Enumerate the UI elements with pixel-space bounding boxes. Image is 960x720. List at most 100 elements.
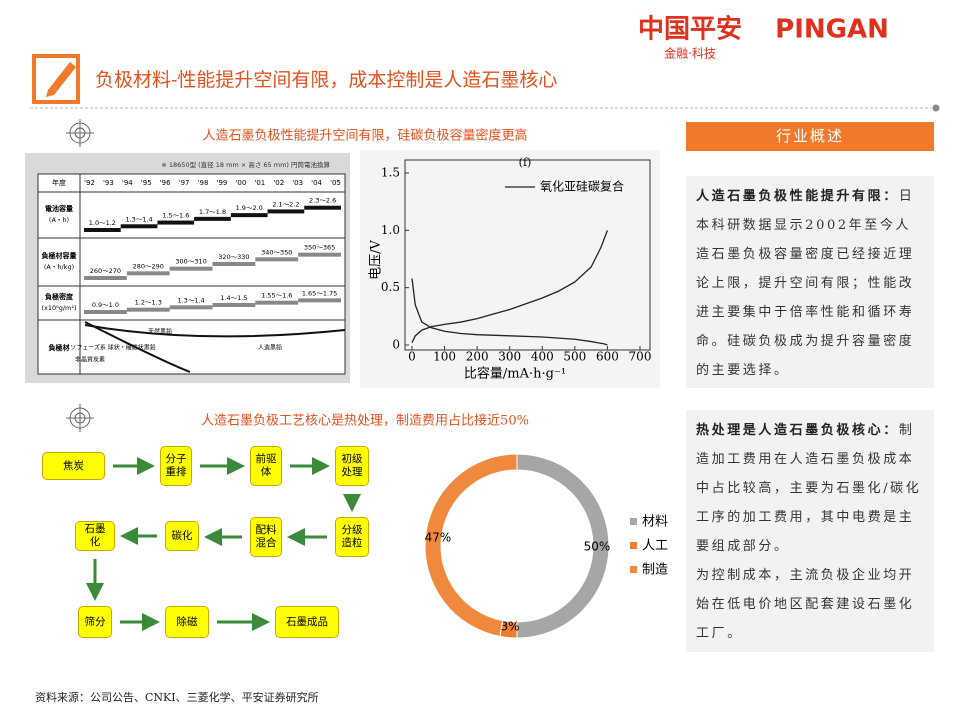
flow-node: 分子重排 [160,446,192,486]
target-icon [66,404,94,432]
flow-node: 除磁 [165,606,209,638]
table-cell: 1.55〜1.6 [261,292,292,300]
legend-label: 人工 [642,539,668,554]
step-bar [84,228,121,232]
table-cell: 320〜330 [218,253,249,261]
x-tick-label: 500 [563,350,586,364]
info-box: 热处理是人造石墨负极核心：制造加工费用在人造石墨负极成本中占比较高，主要为石墨化… [686,410,934,652]
logo-cn: 中国平安 [638,15,742,45]
step-bar [230,213,268,218]
table-cell: 負極密度 [45,292,74,301]
flow-node: 焦炭 [42,452,105,480]
x-tick-label: 600 [596,350,619,364]
flow-node: 分级造粒 [335,517,369,557]
y-tick-label: 1.5 [381,166,400,180]
legend-label: 制造 [642,563,668,578]
step-bar [194,216,231,221]
step-bar [126,271,170,276]
flow-node: 配料混合 [250,517,282,557]
table-cell: 年度 [52,178,66,187]
table-cell: 2.3〜2.6 [309,197,336,205]
body: 制造加工费用在人造石墨负极成本中占比较高，主要为石墨化/碳化工序的加工费用，其中… [696,423,922,554]
legend-swatch [630,542,637,549]
table-cell: 260〜270 [90,267,121,275]
step-bar [84,276,127,280]
table-cell: '98 [198,179,209,187]
step-bar [126,307,170,312]
table-cell: '99 [217,179,228,187]
table-cell: 1.3〜1.4 [125,215,152,223]
table-cell: '01 [254,179,265,187]
donut-slice [424,453,518,637]
step-bar [212,303,256,307]
x-tick-label: 100 [433,350,456,364]
step-bar [298,298,341,303]
pencil-icon [46,62,76,97]
data-label: 50% [584,540,611,554]
table-cell: 1.3〜1.4 [177,296,204,304]
table-cell: 負極材 [49,343,70,352]
legend-label: 氧化亚硅碳复合 [540,179,624,194]
flow-node: 筛分 [78,606,112,638]
table-cell: '92 [84,179,95,187]
step-bar [169,305,213,310]
x-tick-label: 0 [408,350,416,364]
divider-dot [932,104,940,112]
slide-title: 负极材料-性能提升空间有限，成本控制是人造石墨核心 [95,69,557,91]
section-title: 人造石墨负极工艺核心是热处理，制造费用占比接近50% [201,413,529,429]
info-box: 人造石墨负极性能提升有限：日本科研数据显示2002年至今人造石墨负极容量密度已经… [686,176,934,388]
table-cell: 負極材容量 [42,251,77,260]
body: 为控制成本，主流负极企业均开始在低电价地区配套建设石墨化工厂。 [696,568,915,641]
table-cell: 0.9〜1.0 [92,301,119,309]
section-title: 人造石墨负极性能提升空间有限，硅碳负极容量密度更高 [202,128,527,144]
legend-label: 材料 [642,515,668,530]
y-tick-label: 0.5 [381,280,400,294]
flow-node: 碳化 [165,521,199,551]
table-curve [84,324,346,338]
flow-node: 初级处理 [335,446,369,486]
line [411,230,609,343]
plot-frame [404,159,651,351]
table-cell: 天然黒鉛 [148,328,172,336]
step-bar [304,205,341,210]
table-cell: '00 [235,179,246,187]
lead: 热处理是人造石墨负极核心： [696,423,899,438]
body: 日本科研数据显示2002年至今人造石墨负极容量密度已经接近理论上限，提升空间有限… [696,189,915,378]
line [411,278,608,346]
table-cell: 350〜365 [304,244,335,252]
table-cell: 非晶質炭素 [75,356,105,364]
logo-en: PINGAN [775,15,889,45]
x-axis-label: 比容量/mA·h·g⁻¹ [464,366,566,382]
table-cell: 340〜350 [261,248,292,256]
step-bar [255,257,299,262]
table-cell: '97 [179,179,190,187]
x-tick-label: 400 [531,350,554,364]
step-bar [212,262,256,266]
x-tick-label: 700 [629,350,652,364]
y-axis-label: 电压/V [369,240,384,280]
data-label: 3% [500,620,519,634]
step-bar [169,266,213,271]
step-bar [255,300,299,305]
table-cell: '02 [273,179,284,187]
table-note: ※ 18650型 (直径 18 mm × 高さ 65 mm) 円筒電池換算 [161,160,330,169]
legend-swatch [630,566,637,573]
flow-node: 前驱体 [250,446,282,486]
table-cell: 1.0〜1.2 [89,219,116,227]
table-cell: 電池容量 [45,204,73,213]
flow-node: 石墨成品 [275,606,339,638]
table-cell: (A・h) [49,216,69,224]
x-tick-label: 300 [498,350,521,364]
sidebar-header: 行业概述 [686,122,934,151]
table-cell: 2.1〜2.2 [272,200,299,208]
step-bar [157,220,195,225]
lead: 人造石墨负极性能提升有限： [696,189,899,204]
step-bar [298,252,341,257]
data-label: 47% [425,531,452,545]
table-curve [84,321,191,373]
title-icon [32,54,80,104]
table-frame [37,173,346,375]
x-tick-label: 200 [466,350,489,364]
